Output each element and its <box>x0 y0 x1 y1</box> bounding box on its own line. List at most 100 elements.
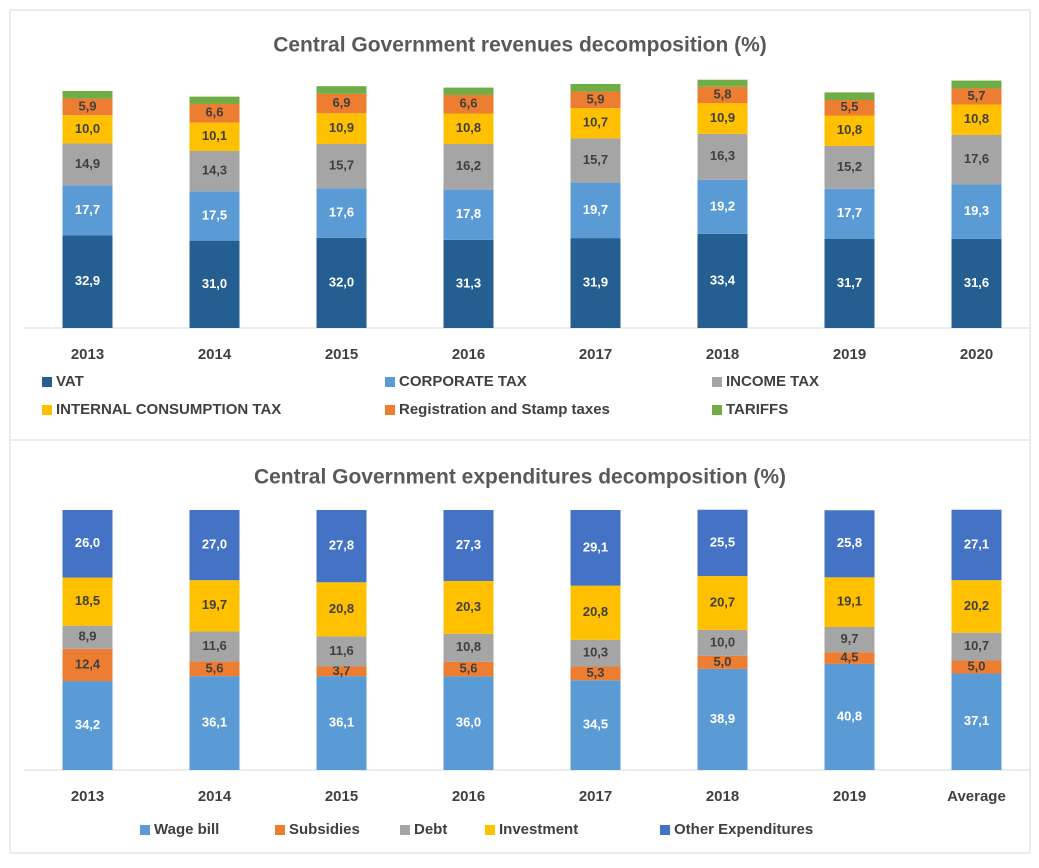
data-label: 16,2 <box>456 158 481 173</box>
frame <box>9 9 1031 854</box>
data-label: 10,7 <box>583 115 608 130</box>
data-label: 17,6 <box>329 204 354 219</box>
bar-segment <box>570 666 621 681</box>
x-tick-label: 2019 <box>833 788 866 805</box>
bar-segment <box>697 233 748 328</box>
bar-segment <box>443 94 494 114</box>
data-label: 5,3 <box>586 665 604 680</box>
bar-segment <box>443 510 494 581</box>
data-label: 20,8 <box>583 604 608 619</box>
data-label: 10,1 <box>202 128 227 143</box>
data-label: 40,8 <box>837 708 862 723</box>
data-label: 10,9 <box>710 110 735 125</box>
data-label: 33,4 <box>710 272 736 287</box>
bar-segment <box>697 86 748 104</box>
bar-segment <box>697 79 748 87</box>
bar-segment <box>570 138 621 183</box>
data-label: 38,9 <box>710 711 735 726</box>
data-label: 6,6 <box>205 105 223 120</box>
data-label: 5,6 <box>459 661 477 676</box>
bar-segment <box>951 104 1002 135</box>
data-label: 27,0 <box>202 537 227 552</box>
bar-segment <box>189 191 240 241</box>
data-label: 4,5 <box>840 650 858 665</box>
data-label: 10,8 <box>837 122 862 137</box>
bar-segment <box>570 510 621 586</box>
data-label: 6,9 <box>332 95 350 110</box>
bar-segment <box>316 676 367 770</box>
data-label: 31,7 <box>837 275 862 290</box>
legend-swatch <box>485 825 495 835</box>
bar-segment <box>189 631 240 662</box>
data-label: 31,9 <box>583 274 608 289</box>
bar-segment <box>62 510 113 578</box>
bar-segment <box>697 655 748 669</box>
bar-segment <box>62 235 113 328</box>
x-tick-label: 2017 <box>579 788 612 805</box>
x-tick-label: 2020 <box>960 346 993 363</box>
data-label: 5,8 <box>713 86 731 101</box>
data-label: 19,2 <box>710 198 735 213</box>
data-label: 20,7 <box>710 594 735 609</box>
bar-segment <box>951 632 1002 661</box>
bar-segment <box>62 185 113 236</box>
bar-segment <box>570 83 621 92</box>
bar-segment <box>697 509 748 577</box>
legend-swatch <box>660 825 670 835</box>
bar-segment <box>189 122 240 152</box>
data-label: 11,6 <box>329 643 354 658</box>
data-label: 9,7 <box>840 631 858 646</box>
bar-segment <box>570 108 621 139</box>
bar-segment <box>316 143 367 189</box>
bar-segment <box>443 676 494 770</box>
legend-label: TARIFFS <box>726 401 788 418</box>
bar-segment <box>316 510 367 583</box>
data-label: 27,3 <box>456 537 481 552</box>
bar-segment <box>62 90 113 99</box>
data-label: 14,3 <box>202 163 227 178</box>
data-label: 25,5 <box>710 534 735 549</box>
x-tick-label: 2018 <box>706 788 739 805</box>
x-tick-label: 2013 <box>71 788 104 805</box>
bar-segment <box>697 629 748 656</box>
bar-segment <box>570 91 621 109</box>
bar-segment <box>951 184 1002 239</box>
bar-segment <box>62 625 113 649</box>
data-label: 5,6 <box>205 660 223 675</box>
bar-segment <box>443 189 494 240</box>
bar-segment <box>951 673 1002 770</box>
bar-segment <box>62 143 113 186</box>
chart-title: Central Government revenues decompositio… <box>273 34 767 57</box>
legend-label: Debt <box>414 821 447 838</box>
legend-label: VAT <box>56 373 84 390</box>
bar-segment <box>824 510 875 578</box>
x-tick-label: 2017 <box>579 346 612 363</box>
bar-segment <box>697 179 748 234</box>
bar-segment <box>951 238 1002 328</box>
bar-segment <box>62 577 113 626</box>
legend-swatch <box>385 405 395 415</box>
data-label: 10,8 <box>964 111 989 126</box>
data-label: 20,8 <box>329 601 354 616</box>
bar-segment <box>62 115 113 144</box>
data-label: 17,7 <box>75 202 100 217</box>
bar-segment <box>443 633 494 662</box>
data-label: 20,2 <box>964 598 989 613</box>
bar-segment <box>189 580 240 632</box>
bar-segment <box>824 92 875 101</box>
data-label: 10,9 <box>329 120 354 135</box>
bar-segment <box>570 680 621 770</box>
data-label: 36,1 <box>202 715 227 730</box>
legend-swatch <box>712 405 722 415</box>
data-label: 32,9 <box>75 273 100 288</box>
data-label: 10,7 <box>964 638 989 653</box>
legend-swatch <box>42 377 52 387</box>
bar-segment <box>951 134 1002 185</box>
data-label: 14,9 <box>75 156 100 171</box>
bar-segment <box>62 681 113 770</box>
bar-segment <box>316 582 367 637</box>
x-tick-label: 2013 <box>71 346 104 363</box>
bar-segment <box>316 666 367 677</box>
bar-segment <box>189 151 240 192</box>
x-tick-label: 2014 <box>198 788 232 805</box>
